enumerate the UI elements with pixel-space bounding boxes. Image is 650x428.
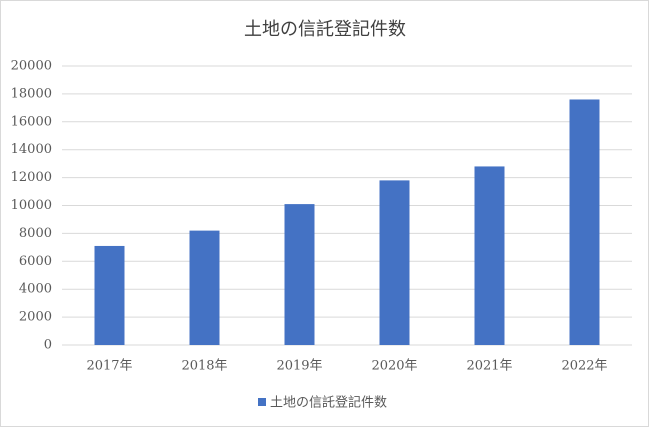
x-tick-label: 2019年 xyxy=(276,359,322,374)
y-tick-label: 2000 xyxy=(19,310,52,325)
y-tick-label: 4000 xyxy=(19,282,52,297)
x-tick-label: 2018年 xyxy=(181,359,227,374)
y-tick-label: 18000 xyxy=(11,86,52,101)
y-tick-label: 16000 xyxy=(11,114,52,129)
y-tick-label: 14000 xyxy=(11,142,52,157)
bar xyxy=(474,166,505,345)
legend-swatch xyxy=(258,398,266,406)
x-tick-label: 2021年 xyxy=(466,359,512,374)
y-tick-label: 10000 xyxy=(11,198,52,213)
x-tick-label: 2020年 xyxy=(371,359,417,374)
bar xyxy=(94,245,125,345)
y-tick-label: 6000 xyxy=(19,254,52,269)
chart-title: 土地の信託登記件数 xyxy=(244,19,406,40)
y-tick-label: 20000 xyxy=(11,59,52,74)
y-tick-label: 0 xyxy=(44,338,52,353)
bar xyxy=(569,99,600,345)
x-tick-label: 2022年 xyxy=(561,359,607,374)
y-tick-label: 8000 xyxy=(19,226,52,241)
bar xyxy=(379,180,410,345)
legend-label: 土地の信託登記件数 xyxy=(270,395,387,411)
bar xyxy=(189,230,220,345)
bar xyxy=(284,204,315,345)
y-tick-label: 12000 xyxy=(11,170,52,185)
x-tick-label: 2017年 xyxy=(86,359,132,374)
